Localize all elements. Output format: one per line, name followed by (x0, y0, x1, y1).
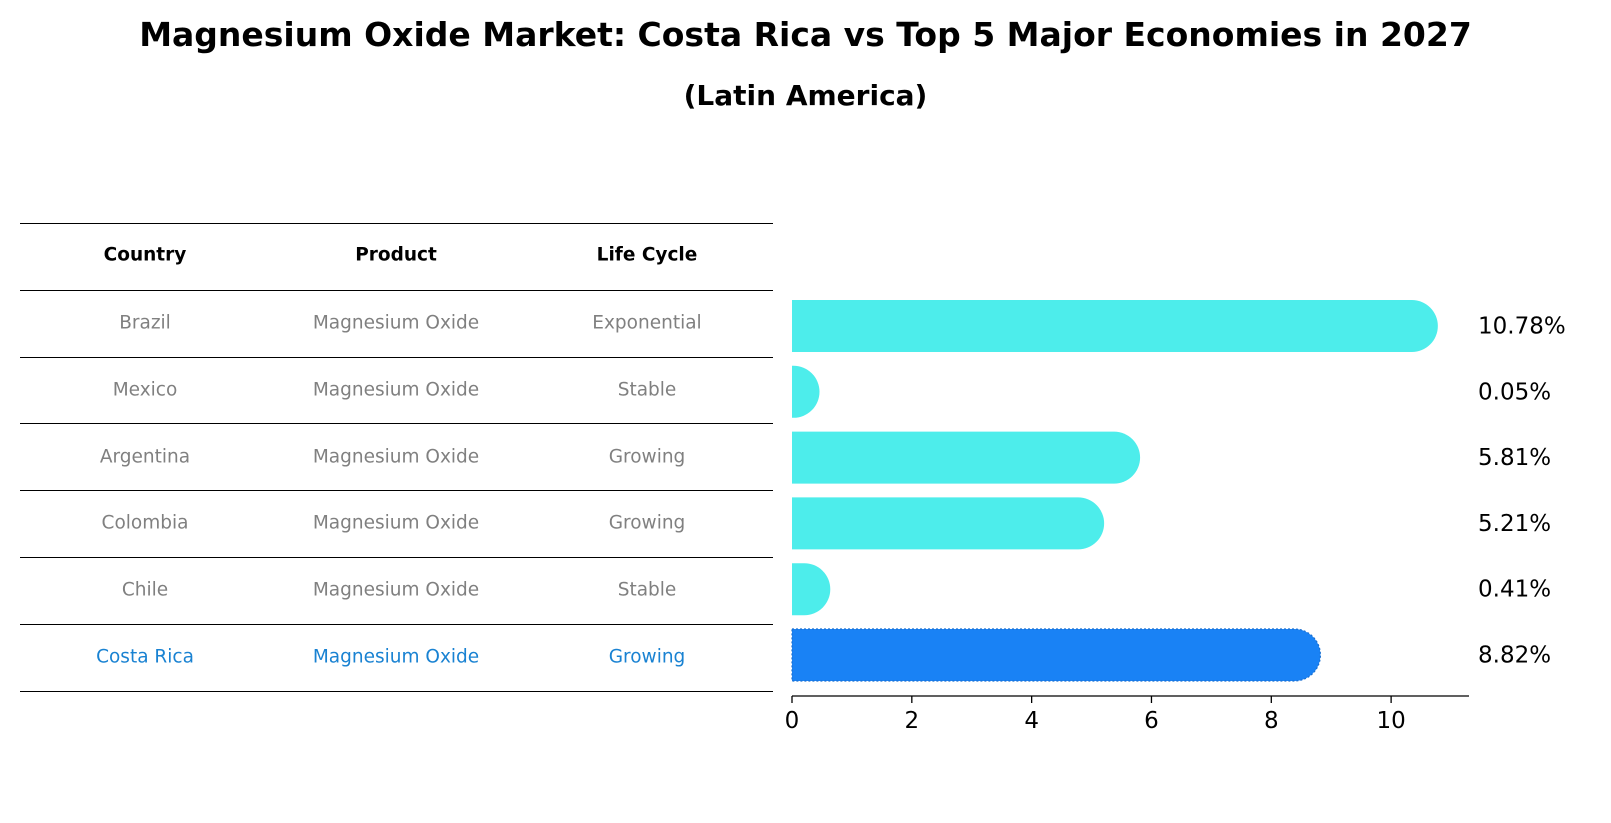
table-rule (20, 290, 773, 291)
x-tick-label: 4 (1024, 708, 1039, 734)
x-tick-label: 2 (905, 708, 920, 734)
x-tick-label: 10 (1376, 708, 1405, 734)
x-tick-label: 0 (785, 708, 800, 734)
value-label: 0.41% (1478, 577, 1551, 603)
life-cycle-cell: Exponential (592, 312, 702, 334)
country-cell: Chile (121, 579, 169, 601)
header-life-cycle: Life Cycle (596, 244, 698, 266)
life-cycle-cell: Growing (608, 646, 686, 668)
x-tick-label: 6 (1144, 708, 1159, 734)
table-rule (20, 490, 773, 491)
country-cell: Mexico (112, 379, 178, 401)
bar-colombia (792, 497, 1105, 550)
value-label: 8.82% (1478, 643, 1551, 669)
bar-chile (792, 563, 831, 616)
country-cell: Costa Rica (96, 646, 194, 668)
product-cell: Magnesium Oxide (312, 446, 480, 468)
table-rule (20, 356, 773, 358)
bar-argentina (792, 431, 1141, 484)
life-cycle-cell: Stable (617, 379, 677, 401)
bar-brazil (792, 300, 1438, 352)
country-cell: Argentina (99, 446, 191, 468)
table-rule (20, 557, 773, 558)
table-rule (20, 423, 773, 424)
product-cell: Magnesium Oxide (312, 379, 480, 401)
table-rule (20, 690, 773, 692)
chart-subtitle: (Latin America) (683, 79, 928, 112)
country-cell: Colombia (101, 512, 189, 534)
data-table: Country Product Life Cycle Brazil Magnesium … (0, 0, 790, 823)
bar-costa-rica (791, 628, 1322, 682)
life-cycle-cell: Stable (617, 579, 677, 601)
table-rule (20, 623, 773, 625)
header-product: Product (355, 244, 437, 266)
country-cell: Brazil (119, 312, 171, 334)
x-tick-label: 8 (1264, 708, 1279, 734)
value-label: 0.05% (1478, 379, 1551, 405)
product-cell: Magnesium Oxide (312, 579, 480, 601)
product-cell: Magnesium Oxide (312, 312, 480, 334)
value-label: 5.21% (1478, 511, 1551, 537)
chart-title: Magnesium Oxide Market: Costa Rica vs To… (139, 15, 1472, 54)
life-cycle-cell: Growing (608, 446, 686, 468)
header-country: Country (103, 244, 187, 266)
product-cell: Magnesium Oxide (312, 646, 480, 668)
product-cell: Magnesium Oxide (312, 512, 480, 534)
life-cycle-cell: Growing (608, 512, 686, 534)
bar-mexico (792, 365, 820, 418)
table-rule (20, 223, 773, 224)
value-label: 5.81% (1478, 445, 1551, 471)
value-label: 10.78% (1478, 314, 1566, 340)
